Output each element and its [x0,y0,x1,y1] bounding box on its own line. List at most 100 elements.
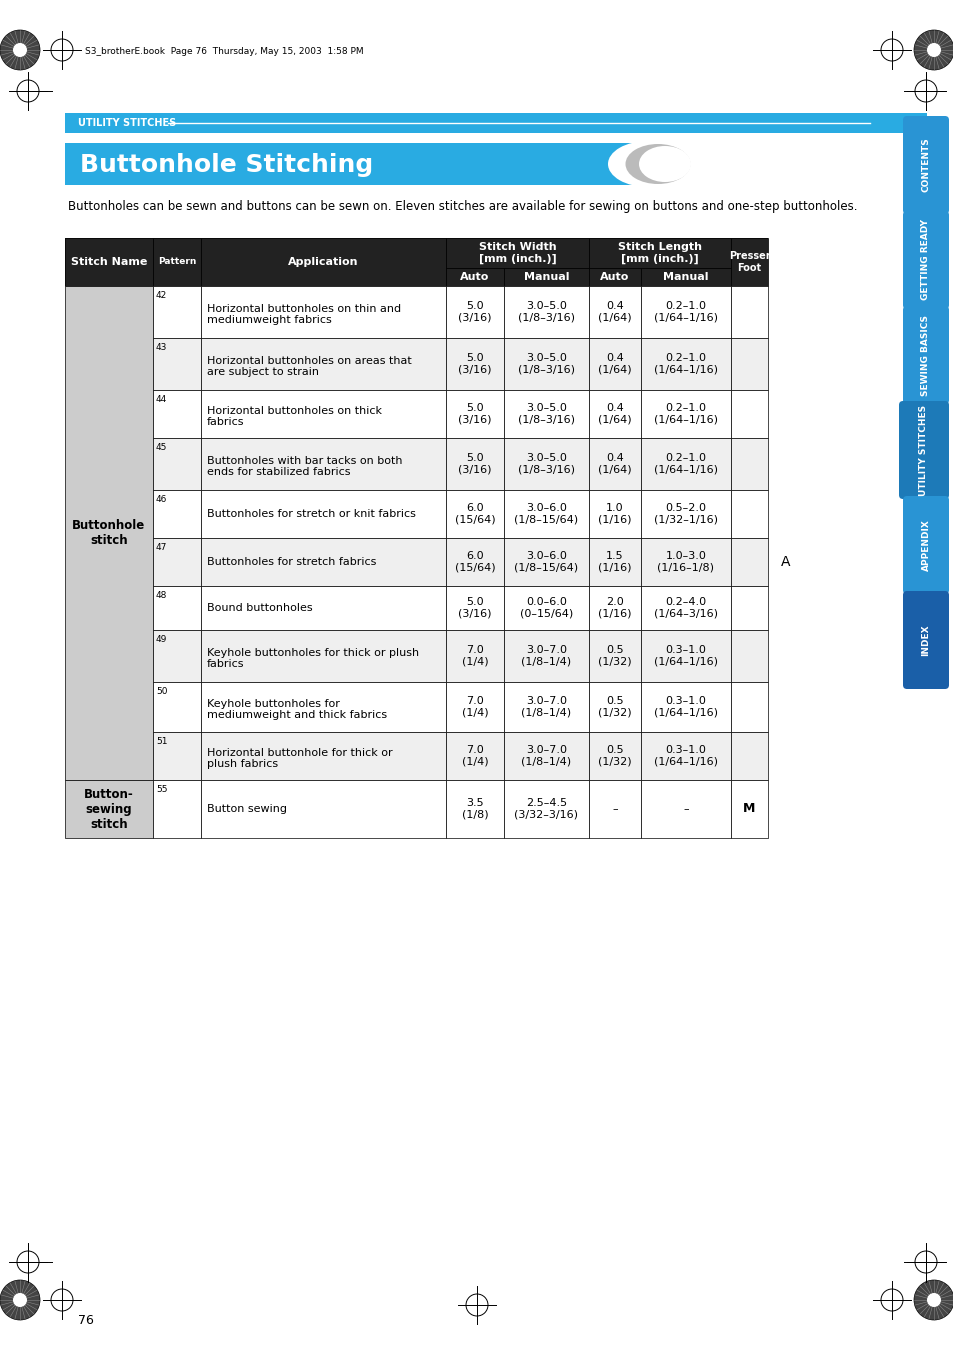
Text: 3.0–7.0
(1/8–1/4): 3.0–7.0 (1/8–1/4) [521,646,571,667]
Bar [152,538,201,586]
Bar [446,338,503,390]
Bar [503,630,588,682]
Text: Stitch Name: Stitch Name [71,257,147,267]
Bar [588,630,640,682]
Text: UTILITY STITCHES: UTILITY STITCHES [919,404,927,496]
Text: CONTENTS: CONTENTS [921,138,929,192]
Text: 43: 43 [156,343,167,353]
FancyBboxPatch shape [902,590,948,689]
Text: 0.2–1.0
(1/64–1/16): 0.2–1.0 (1/64–1/16) [654,353,718,374]
Text: 0.4
(1/64): 0.4 (1/64) [598,301,631,323]
Bar [588,538,640,586]
Text: 49: 49 [156,635,167,644]
Bar [640,286,730,338]
Bar [152,338,201,390]
Bar [640,390,730,438]
Bar [152,682,201,732]
Bar [446,267,503,286]
Bar [503,286,588,338]
Text: 0.5–2.0
(1/32–1/16): 0.5–2.0 (1/32–1/16) [654,503,718,524]
Text: 76: 76 [78,1313,93,1327]
Circle shape [926,1293,940,1306]
Text: Button sewing: Button sewing [207,804,287,815]
Text: 7.0
(1/4): 7.0 (1/4) [461,696,488,717]
Text: 0.3–1.0
(1/64–1/16): 0.3–1.0 (1/64–1/16) [654,696,718,717]
Text: 0.2–1.0
(1/64–1/16): 0.2–1.0 (1/64–1/16) [654,301,718,323]
Bar [503,338,588,390]
Bar [640,780,730,838]
Text: 5.0
(3/16): 5.0 (3/16) [457,353,491,374]
Text: 5.0
(3/16): 5.0 (3/16) [457,597,491,619]
Bar [588,586,640,630]
Bar [730,538,767,586]
Text: Bound buttonholes: Bound buttonholes [207,603,313,613]
Bar [152,438,201,490]
Bar [201,682,446,732]
Text: Button-
sewing
stitch: Button- sewing stitch [84,788,133,831]
Bar [503,682,588,732]
Text: 47: 47 [156,543,167,553]
Bar [503,732,588,780]
Text: 7.0
(1/4): 7.0 (1/4) [461,746,488,767]
Text: 3.0–6.0
(1/8–15/64): 3.0–6.0 (1/8–15/64) [514,503,578,524]
Bar [446,538,503,586]
Text: 1.0
(1/16): 1.0 (1/16) [598,503,631,524]
Bar [730,490,767,538]
Text: 0.2–1.0
(1/64–1/16): 0.2–1.0 (1/64–1/16) [654,453,718,474]
Text: Buttonholes for stretch fabrics: Buttonholes for stretch fabrics [207,557,376,567]
FancyBboxPatch shape [902,305,948,404]
Bar [446,438,503,490]
Text: Buttonhole
stitch: Buttonhole stitch [72,519,146,547]
Text: 7.0
(1/4): 7.0 (1/4) [461,646,488,667]
Text: 0.2–4.0
(1/64–3/16): 0.2–4.0 (1/64–3/16) [654,597,718,619]
Bar [588,238,730,267]
Bar [446,238,588,267]
Text: 0.4
(1/64): 0.4 (1/64) [598,403,631,424]
Bar [201,438,446,490]
Text: 3.0–5.0
(1/8–3/16): 3.0–5.0 (1/8–3/16) [517,453,575,474]
Text: Buttonholes for stretch or knit fabrics: Buttonholes for stretch or knit fabrics [207,509,416,519]
Text: 3.0–5.0
(1/8–3/16): 3.0–5.0 (1/8–3/16) [517,353,575,374]
Circle shape [13,43,27,57]
Bar [152,630,201,682]
Bar [201,732,446,780]
Text: 3.0–6.0
(1/8–15/64): 3.0–6.0 (1/8–15/64) [514,551,578,573]
FancyBboxPatch shape [902,496,948,594]
Circle shape [913,1279,953,1320]
Text: 0.2–1.0
(1/64–1/16): 0.2–1.0 (1/64–1/16) [654,403,718,424]
Bar [588,438,640,490]
Bar [730,438,767,490]
Bar [503,586,588,630]
Bar [503,780,588,838]
Bar [730,732,767,780]
Bar [640,586,730,630]
Text: 0.3–1.0
(1/64–1/16): 0.3–1.0 (1/64–1/16) [654,746,718,767]
Bar [201,286,446,338]
Bar [65,780,152,838]
Bar [446,630,503,682]
Text: Horizontal buttonholes on thin and: Horizontal buttonholes on thin and [207,304,400,313]
Text: 50: 50 [156,688,168,696]
Bar [730,586,767,630]
Bar [730,286,767,338]
Bar [503,438,588,490]
Bar [503,538,588,586]
Bar [640,438,730,490]
Text: 44: 44 [156,394,167,404]
Bar [588,682,640,732]
Bar [152,238,201,286]
Circle shape [0,30,40,70]
Bar [730,338,767,390]
Text: 0.0–6.0
(0–15/64): 0.0–6.0 (0–15/64) [519,597,573,619]
Text: INDEX: INDEX [921,624,929,655]
Text: 48: 48 [156,590,167,600]
Text: ends for stabilized fabrics: ends for stabilized fabrics [207,467,350,477]
Text: 6.0
(15/64): 6.0 (15/64) [455,551,495,573]
Bar [446,682,503,732]
Bar [640,338,730,390]
Text: 6.0
(15/64): 6.0 (15/64) [455,503,495,524]
Text: 51: 51 [156,738,168,746]
Bar [640,267,730,286]
Bar [201,780,446,838]
Text: Manual: Manual [662,272,708,282]
